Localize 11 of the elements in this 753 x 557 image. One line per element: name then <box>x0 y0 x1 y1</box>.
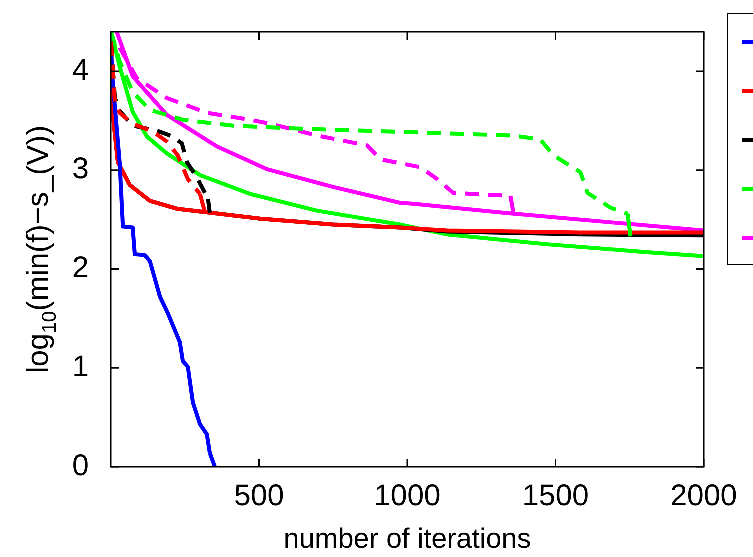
x-tick-label: 500 <box>234 479 284 512</box>
y-axis-title: log10(min(f)−s_(V)) <box>22 125 61 374</box>
x-tick-label: 1000 <box>374 479 441 512</box>
y-tick-label: 2 <box>72 252 89 285</box>
x-axis-title: number of iterations <box>284 522 532 554</box>
y-tick-label: 4 <box>72 54 89 87</box>
y-tick-label: 0 <box>72 449 89 482</box>
y-tick-label: 3 <box>72 152 89 186</box>
x-tick-label: 2000 <box>670 479 738 512</box>
y-tick-label: 1 <box>72 350 89 384</box>
x-tick-label: 1500 <box>522 479 590 512</box>
